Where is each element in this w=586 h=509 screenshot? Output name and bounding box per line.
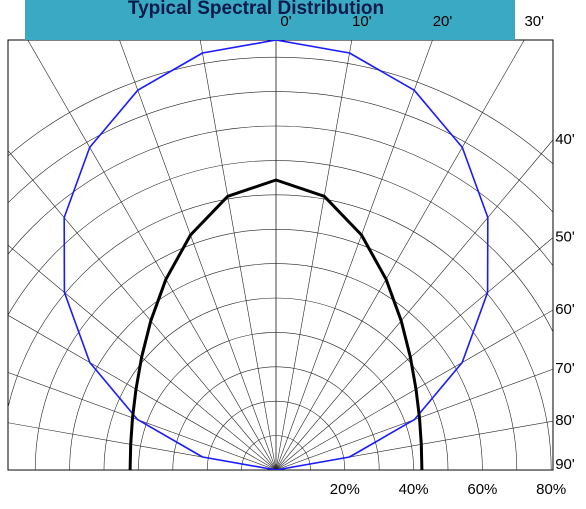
grid-ray [275,139,553,470]
radial-tick-label: 20% [330,481,360,498]
radial-tick-label: 60% [467,481,497,498]
grid-ray [275,40,525,470]
grid-ray [199,40,277,470]
angle-tick-label: 20' [433,13,453,30]
grid-ray [8,372,277,470]
radial-tick-label: 80% [536,481,566,498]
angle-tick-label: 50' [555,229,575,246]
angle-tick-label: 60' [555,301,575,318]
grid-ray [275,420,553,470]
angle-tick-label: 40' [555,131,575,148]
grid-ray [275,40,353,470]
grid-ray [275,368,553,470]
grid-ray [119,40,277,470]
angle-tick-label: 10' [352,13,372,30]
grid-ray [275,309,553,470]
grid [8,40,553,470]
series-line [128,178,424,470]
series-line [63,40,489,470]
grid-ray [27,40,277,470]
angle-tick-label: 70' [555,360,575,377]
plot-frame [7,39,554,471]
angle-tick-label: 90' [555,456,575,473]
grid-ray [8,150,277,470]
grid-ray [8,244,277,470]
series [63,40,489,470]
radial-tick-label: 40% [399,481,429,498]
title-box [25,0,515,40]
angle-tick-label: 0' [280,13,291,30]
grid-ray [8,422,277,470]
angle-tick-label: 30' [524,13,544,30]
chart-title: Typical Spectral Distribution [128,0,384,19]
angle-tick-label: 80' [555,412,575,429]
grid-ray [275,40,433,470]
grid-ray [8,314,277,470]
grid-ray [275,237,553,470]
